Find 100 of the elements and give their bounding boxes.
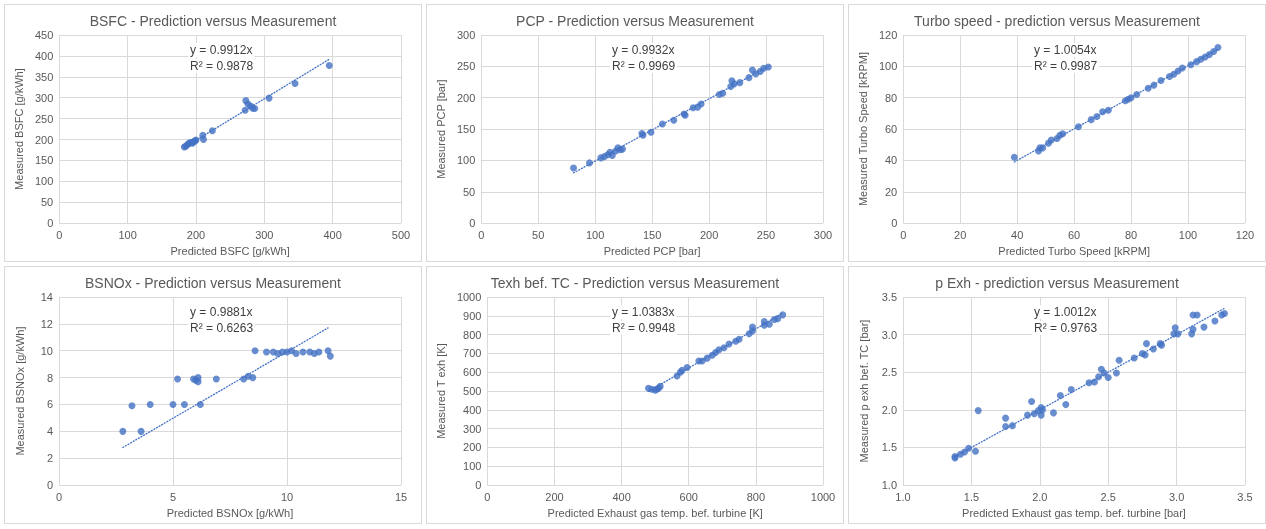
y-tick-label: 100 (34, 175, 54, 188)
y-tick-label: 12 (40, 317, 53, 330)
x-tick-label: 100 (118, 228, 137, 241)
y-tick-label: 300 (34, 91, 54, 104)
annotation: y = 1.0383x (612, 305, 675, 319)
x-axis-title: Predicted Turbo Speed [kRPM] (998, 244, 1150, 257)
y-tick-label: 100 (878, 60, 898, 73)
y-axis-title: Measured BSNOx [g/kWh] (13, 326, 26, 456)
x-tick-label: 20 (954, 228, 967, 241)
x-tick-label: 400 (323, 228, 342, 241)
y-tick-label: 900 (463, 309, 482, 322)
x-tick-label: 200 (545, 490, 564, 503)
y-tick-label: 150 (456, 123, 476, 136)
y-tick-label: 200 (34, 133, 54, 146)
x-tick-label: 120 (1235, 228, 1255, 241)
x-tick-label: 500 (391, 228, 411, 241)
y-tick-label: 0 (469, 217, 476, 230)
x-tick-label: 800 (746, 490, 766, 503)
y-tick-label: 60 (885, 123, 898, 136)
y-tick-label: 1000 (456, 291, 482, 303)
x-tick-label: 1.0 (895, 490, 911, 503)
x-tick-label: 250 (756, 228, 776, 241)
chart-title: PCP - Prediction versus Measurement (516, 13, 755, 29)
x-tick-label: 100 (1178, 228, 1198, 241)
y-axis-title: Measured T exh [K] (434, 343, 447, 439)
annotation: R² = 0.6263 (190, 321, 254, 335)
y-tick-label: 14 (40, 291, 53, 303)
x-axis-title: Predicted PCP [bar] (603, 244, 701, 257)
chart-title: p Exh - prediction versus Measurement (935, 275, 1179, 291)
x-tick-label: 1.5 (963, 490, 980, 503)
y-tick-label: 200 (456, 91, 476, 104)
y-tick-label: 6 (46, 398, 53, 411)
y-tick-label: 50 (463, 185, 476, 198)
annotation: R² = 0.9987 (1034, 59, 1098, 73)
annotation: y = 0.9912x (190, 43, 253, 57)
y-tick-label: 0 (46, 479, 53, 492)
y-tick-label: 20 (885, 185, 898, 198)
y-tick-label: 500 (463, 385, 482, 398)
x-tick-label: 0 (900, 228, 907, 241)
x-tick-label: 300 (813, 228, 833, 241)
y-tick-label: 10 (40, 344, 53, 357)
y-tick-label: 2.5 (881, 366, 897, 379)
x-tick-label: 50 (532, 228, 545, 241)
y-axis-title: Measured Turbo Speed [kRPM] (856, 52, 869, 207)
annotation: y = 0.9932x (612, 43, 675, 57)
x-tick-label: 2.5 (1100, 490, 1116, 503)
y-axis-title: Measured PCP [bar] (434, 79, 447, 179)
x-axis-title: Predicted BSFC [g/kWh] (170, 244, 290, 257)
y-tick-label: 0 (891, 217, 898, 230)
y-tick-label: 0 (475, 479, 482, 492)
y-tick-label: 2 (46, 452, 53, 465)
y-axis-title: Measured p exh bef. TC [bar] (857, 319, 870, 463)
x-axis-title: Predicted Exhaust gas temp. bef. turbine [bar] (962, 506, 1186, 519)
x-tick-label: 3.5 (1237, 490, 1253, 503)
y-tick-label: 250 (34, 112, 54, 125)
annotation: R² = 0.9878 (190, 59, 254, 73)
y-tick-label: 100 (456, 154, 476, 167)
annotation: y = 1.0054x (1034, 43, 1097, 57)
x-tick-label: 100 (585, 228, 605, 241)
x-tick-label: 15 (394, 490, 408, 503)
x-tick-label: 1000 (810, 490, 836, 503)
y-tick-label: 350 (34, 70, 54, 83)
y-tick-label: 300 (456, 29, 476, 41)
y-tick-label: 200 (463, 441, 482, 454)
chart-title: Texh bef. TC - Prediction versus Measurement (490, 275, 780, 291)
x-tick-label: 200 (186, 228, 206, 241)
x-tick-label: 10 (280, 490, 294, 503)
x-tick-label: 0 (484, 490, 491, 503)
x-tick-label: 0 (55, 490, 63, 503)
y-tick-label: 450 (34, 29, 54, 41)
x-tick-label: 3.0 (1168, 490, 1185, 503)
x-tick-label: 150 (642, 228, 662, 241)
x-tick-label: 200 (699, 228, 719, 241)
x-tick-label: 60 (1068, 228, 1081, 241)
y-tick-label: 700 (463, 347, 482, 360)
y-tick-label: 100 (463, 460, 482, 473)
y-tick-label: 40 (885, 154, 898, 167)
annotation: R² = 0.9948 (612, 321, 676, 335)
y-tick-label: 300 (463, 422, 482, 435)
y-tick-label: 250 (456, 60, 476, 73)
annotation: y = 0.9881x (190, 305, 253, 319)
y-tick-label: 0 (47, 217, 54, 230)
x-tick-label: 40 (1011, 228, 1024, 241)
y-tick-label: 2.0 (881, 403, 897, 416)
annotation: y = 1.0012x (1034, 305, 1097, 319)
y-tick-label: 400 (463, 403, 482, 416)
chart-title: Turbo speed - prediction versus Measurement (914, 13, 1201, 29)
x-tick-label: 80 (1124, 228, 1138, 241)
x-tick-label: 5 (169, 490, 177, 503)
x-axis-title: Predicted BSNOx [g/kWh] (166, 506, 294, 519)
y-tick-label: 150 (34, 154, 54, 167)
y-tick-label: 120 (878, 29, 898, 41)
y-tick-label: 50 (41, 196, 54, 209)
x-tick-label: 600 (679, 490, 698, 503)
y-tick-label: 1.0 (881, 479, 897, 492)
x-tick-label: 0 (56, 228, 63, 241)
y-tick-label: 3.5 (881, 291, 897, 303)
y-tick-label: 400 (34, 49, 54, 62)
x-tick-label: 400 (612, 490, 631, 503)
x-axis-title: Predicted Exhaust gas temp. bef. turbine [K] (547, 506, 763, 519)
